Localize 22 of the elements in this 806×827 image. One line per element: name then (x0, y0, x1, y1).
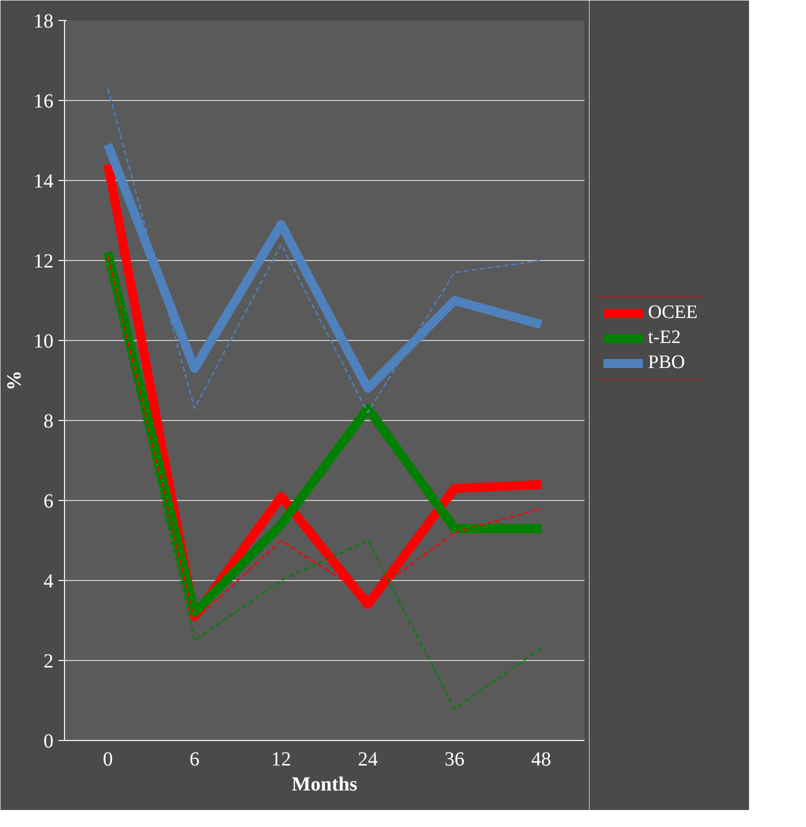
line-series (107, 88, 542, 414)
x-tick-label: 12 (271, 748, 292, 770)
y-tick-label: 4 (44, 570, 54, 592)
y-tick-label: 8 (44, 410, 54, 432)
y-tick-label: 18 (34, 10, 54, 32)
x-tick-label: 36 (444, 748, 464, 770)
x-tick-label: 6 (190, 748, 200, 770)
y-tick-label: 10 (34, 330, 54, 352)
y-tick-label: 12 (34, 250, 54, 272)
legend-label: PBO (648, 352, 685, 374)
y-tick-label: 2 (44, 650, 54, 672)
x-tick-label: 48 (531, 748, 552, 770)
y-tick-label: 0 (44, 730, 54, 752)
legend-label: OCEE (648, 302, 698, 324)
y-tick-label: 6 (44, 490, 54, 512)
x-tick-label: 0 (102, 748, 113, 770)
x-tick-label: 24 (358, 748, 378, 770)
y-tick-label: 14 (34, 170, 54, 192)
y-tick-label: 16 (34, 90, 54, 112)
y-axis-title: % (4, 370, 26, 390)
x-axis-title: Months (292, 774, 358, 796)
legend-label: t-E2 (648, 327, 681, 349)
